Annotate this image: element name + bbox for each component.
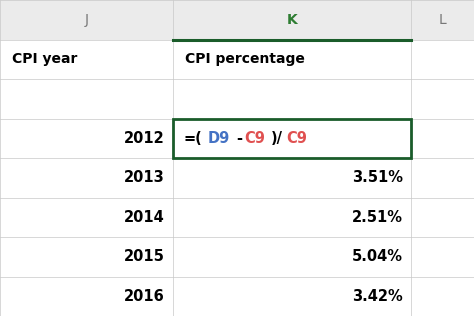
Text: 2015: 2015 xyxy=(124,249,164,264)
Text: 3.42%: 3.42% xyxy=(352,289,403,304)
Bar xyxy=(411,0,474,40)
Bar xyxy=(173,0,411,40)
Text: 3.51%: 3.51% xyxy=(352,170,403,185)
Bar xyxy=(0,0,173,40)
Text: 2013: 2013 xyxy=(124,170,164,185)
Text: C9: C9 xyxy=(244,131,265,146)
Text: =(: =( xyxy=(183,131,202,146)
Text: K: K xyxy=(287,13,298,27)
Text: L: L xyxy=(439,13,447,27)
Text: CPI year: CPI year xyxy=(12,52,77,66)
Bar xyxy=(173,118,411,158)
Text: 2012: 2012 xyxy=(124,131,164,146)
Text: 2.51%: 2.51% xyxy=(352,210,403,225)
Text: C9: C9 xyxy=(286,131,307,146)
Text: -: - xyxy=(237,131,242,146)
Text: )/: )/ xyxy=(271,131,283,146)
Text: D9: D9 xyxy=(208,131,230,146)
Text: 2014: 2014 xyxy=(124,210,164,225)
Text: CPI percentage: CPI percentage xyxy=(185,52,305,66)
Text: J: J xyxy=(84,13,89,27)
Text: 5.04%: 5.04% xyxy=(352,249,403,264)
Text: 2016: 2016 xyxy=(124,289,164,304)
